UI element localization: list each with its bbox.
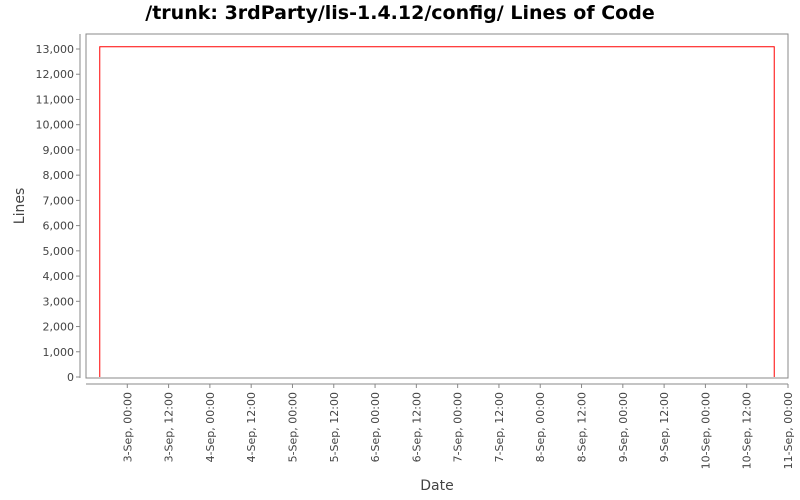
x-tick-label: 11-Sep, 00:00 xyxy=(782,392,795,469)
x-tick-label: 10-Sep, 00:00 xyxy=(699,392,712,469)
y-axis-label: Lines xyxy=(12,188,28,224)
y-tick-label: 12,000 xyxy=(36,68,75,81)
chart-title: /trunk: 3rdParty/lis-1.4.12/config/ Line… xyxy=(145,2,655,24)
plot-border xyxy=(85,33,789,379)
x-axis-label: Date xyxy=(420,478,453,494)
y-tick-label: 3,000 xyxy=(43,295,75,308)
x-tick-label: 7-Sep, 12:00 xyxy=(493,392,506,462)
x-tick-label: 6-Sep, 12:00 xyxy=(410,392,423,462)
y-tick-label: 7,000 xyxy=(43,194,75,207)
y-tick-label: 11,000 xyxy=(36,93,75,106)
y-tick-label: 5,000 xyxy=(43,245,75,258)
x-tick-label: 9-Sep, 12:00 xyxy=(658,392,671,462)
x-tick-label: 3-Sep, 00:00 xyxy=(121,392,134,462)
y-tick-label: 4,000 xyxy=(43,270,75,283)
x-tick-label: 4-Sep, 12:00 xyxy=(245,392,258,462)
x-tick-label: 5-Sep, 00:00 xyxy=(286,392,299,462)
y-tick-label: 0 xyxy=(67,371,74,384)
y-tick-label: 1,000 xyxy=(43,346,75,359)
x-tick-label: 8-Sep, 12:00 xyxy=(576,392,589,462)
y-tick-label: 10,000 xyxy=(36,119,75,132)
x-tick-label: 7-Sep, 00:00 xyxy=(452,392,465,462)
y-tick-label: 8,000 xyxy=(43,169,75,182)
y-tick-label: 6,000 xyxy=(43,220,75,233)
y-tick-label: 13,000 xyxy=(36,43,75,56)
x-tick-label: 8-Sep, 00:00 xyxy=(534,392,547,462)
x-tick-label: 9-Sep, 00:00 xyxy=(617,392,630,462)
x-tick-label: 10-Sep, 12:00 xyxy=(741,392,754,469)
x-tick-label: 4-Sep, 00:00 xyxy=(204,392,217,462)
x-tick-label: 5-Sep, 12:00 xyxy=(328,392,341,462)
series-line xyxy=(99,46,775,377)
y-tick-label: 9,000 xyxy=(43,144,75,157)
x-tick-label: 6-Sep, 00:00 xyxy=(369,392,382,462)
y-tick-label: 2,000 xyxy=(43,321,75,334)
x-tick-label: 3-Sep, 12:00 xyxy=(163,392,176,462)
